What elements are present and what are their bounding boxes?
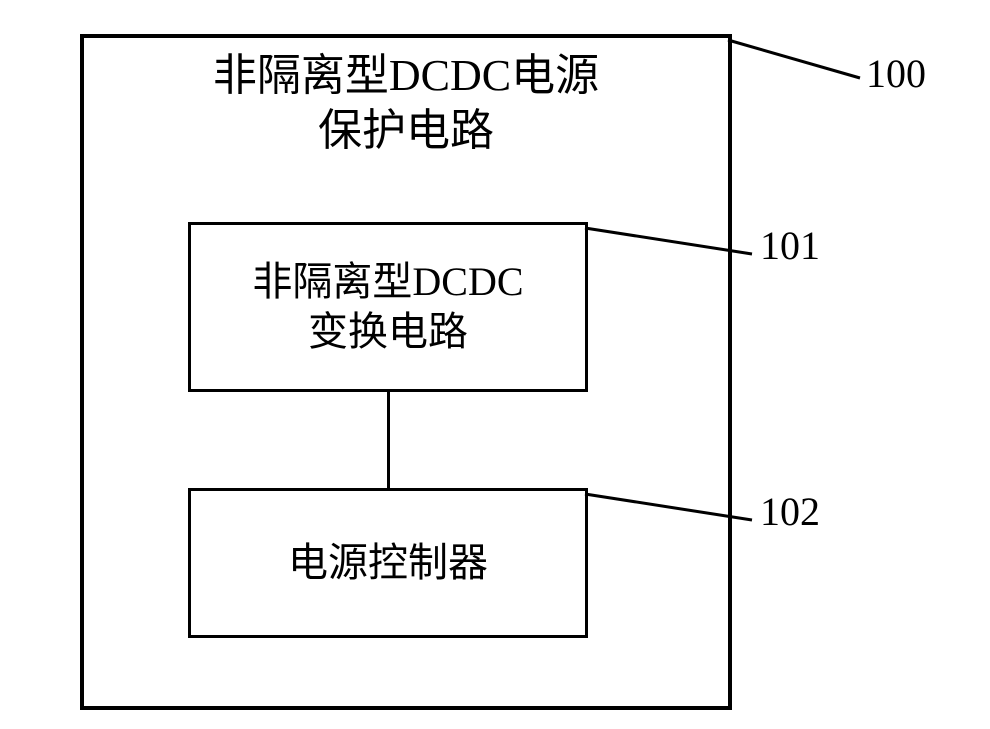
leader-101 bbox=[585, 228, 752, 254]
leader-100 bbox=[728, 40, 860, 78]
leader-lines bbox=[0, 0, 990, 729]
leader-102 bbox=[585, 494, 752, 520]
diagram-canvas: 非隔离型DCDC电源 保护电路 非隔离型DCDC 变换电路 电源控制器 100 … bbox=[0, 0, 990, 729]
